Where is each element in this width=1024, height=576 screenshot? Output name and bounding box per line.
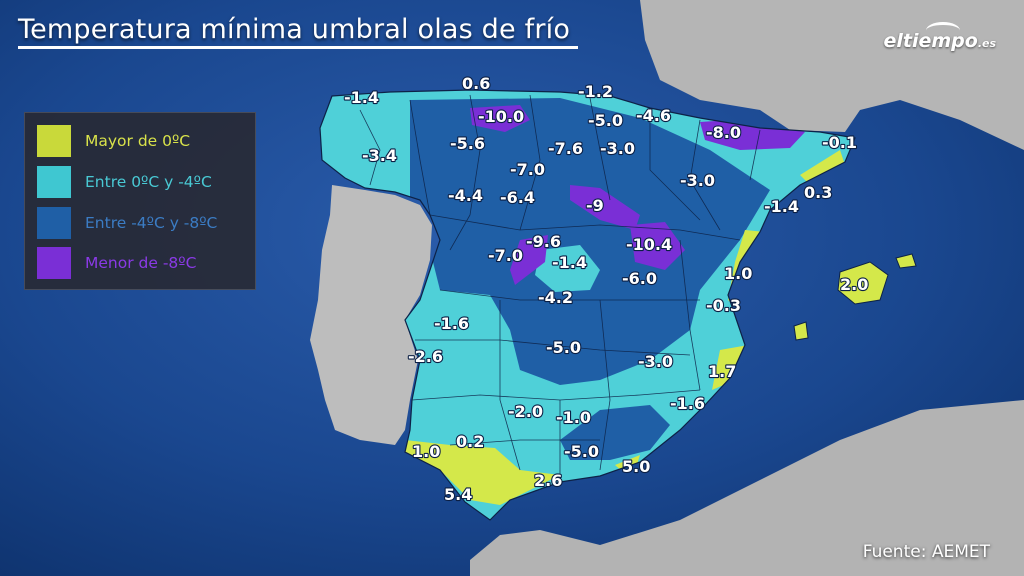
value-label: -7.0 xyxy=(510,160,545,179)
value-label: -3.0 xyxy=(680,171,715,190)
value-label: 2.6 xyxy=(534,471,562,490)
brand-suffix: .es xyxy=(977,37,996,50)
value-label: -4.4 xyxy=(448,186,483,205)
value-label: 5.4 xyxy=(444,485,472,504)
value-label: 0.3 xyxy=(804,183,832,202)
value-label: -5.0 xyxy=(546,338,581,357)
title-underline xyxy=(18,46,578,49)
value-label: 2.0 xyxy=(840,275,868,294)
source-credit: Fuente: AEMET xyxy=(862,542,990,562)
value-label: -1.4 xyxy=(552,253,587,272)
value-label: -3.0 xyxy=(638,352,673,371)
value-label: -1.4 xyxy=(344,88,379,107)
value-label: -10.4 xyxy=(626,235,672,254)
portugal-land xyxy=(310,185,432,445)
africa-land xyxy=(470,400,1024,576)
value-label: 0.2 xyxy=(456,432,484,451)
zone-cool-madrid xyxy=(535,245,600,292)
legend-item-very-cold: Menor de -8ºC xyxy=(37,247,196,279)
value-label: -6.0 xyxy=(622,269,657,288)
value-label: 0.6 xyxy=(462,74,490,93)
legend-label: Mayor de 0ºC xyxy=(85,132,191,150)
legend-label: Menor de -8ºC xyxy=(85,254,197,272)
value-label: -5.0 xyxy=(564,442,599,461)
legend-item-warm: Mayor de 0ºC xyxy=(37,125,190,157)
value-label: -10.0 xyxy=(478,107,524,126)
brand-name: eltiempo xyxy=(883,30,978,52)
legend-swatch xyxy=(37,247,71,279)
legend-swatch xyxy=(37,125,71,157)
balearic-ibiza xyxy=(793,321,809,341)
zone-very-cold-avila xyxy=(510,235,548,285)
zone-very-cold-soria xyxy=(570,185,640,230)
legend-label: Entre -4ºC y -8ºC xyxy=(85,214,218,232)
province-lines xyxy=(359,94,761,480)
value-label: -9 xyxy=(586,196,604,215)
value-label: 1.0 xyxy=(724,264,752,283)
value-label: -2.6 xyxy=(408,347,443,366)
legend-label: Entre 0ºC y -4ºC xyxy=(85,173,212,191)
temperature-labels: -1.4 0.6 -1.2 -10.0 -5.0 -4.6 -3.4 -5.6 … xyxy=(343,73,870,505)
value-label: -5.6 xyxy=(450,134,485,153)
brand-arc-icon xyxy=(926,22,960,39)
value-label: -1.6 xyxy=(434,314,469,333)
value-label: -3.0 xyxy=(600,139,635,158)
value-label: -1.6 xyxy=(670,394,705,413)
page-title: Temperatura mínima umbral olas de frío xyxy=(18,14,571,45)
value-label: 5.0 xyxy=(622,457,650,476)
value-label: -6.4 xyxy=(500,188,535,207)
value-label: -0.1 xyxy=(822,133,857,152)
value-label: -0.3 xyxy=(706,296,741,315)
legend-item-cold: Entre -4ºC y -8ºC xyxy=(37,207,217,239)
zone-cold-south xyxy=(560,405,670,460)
zone-very-cold-leon xyxy=(470,105,530,132)
value-label: -1.2 xyxy=(578,82,613,101)
value-label: 1.7 xyxy=(708,362,736,381)
value-label: -7.0 xyxy=(488,246,523,265)
brand-logo: eltiempo.es xyxy=(883,30,996,52)
value-label: -1.4 xyxy=(764,197,799,216)
legend-item-cool: Entre 0ºC y -4ºC xyxy=(37,166,212,198)
value-label: -8.0 xyxy=(706,123,741,142)
value-label: -4.6 xyxy=(636,106,671,125)
balearic-mallorca xyxy=(837,261,889,305)
legend-swatch xyxy=(37,207,71,239)
value-label: 1.0 xyxy=(412,442,440,461)
zone-warm-alicante xyxy=(712,345,748,390)
value-label: -5.0 xyxy=(588,111,623,130)
legend-panel: Mayor de 0ºC Entre 0ºC y -4ºC Entre -4ºC… xyxy=(24,112,256,290)
zone-cold-north xyxy=(410,98,770,385)
value-label: -3.4 xyxy=(362,146,397,165)
zone-warm-south xyxy=(405,440,560,505)
value-label: -2.0 xyxy=(508,402,543,421)
legend-swatch xyxy=(37,166,71,198)
balearic-menorca xyxy=(895,253,917,269)
value-label: -1.0 xyxy=(556,408,591,427)
value-label: -4.2 xyxy=(538,288,573,307)
value-label: -7.6 xyxy=(548,139,583,158)
value-label: -9.6 xyxy=(526,232,561,251)
zone-very-cold-teruel xyxy=(630,222,685,270)
